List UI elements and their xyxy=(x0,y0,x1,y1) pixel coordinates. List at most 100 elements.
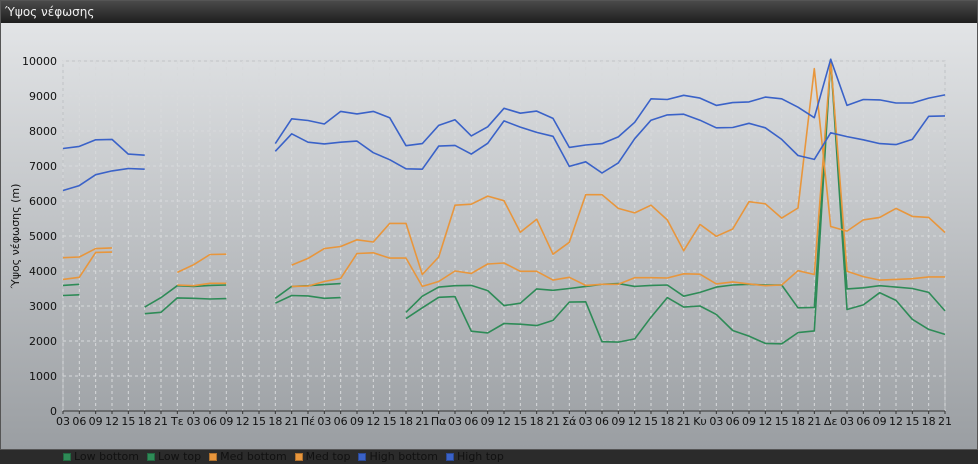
legend-label: Med top xyxy=(305,450,351,463)
x-tick-label: 15 xyxy=(513,415,527,428)
x-tick-label: 03 xyxy=(317,415,331,428)
x-tick-label: 09 xyxy=(611,415,625,428)
series-line-low-bottom xyxy=(62,58,946,345)
legend-item[interactable]: High top xyxy=(446,450,504,463)
x-tick-label: 15 xyxy=(775,415,789,428)
x-tick-label: 15 xyxy=(905,415,919,428)
series-line-med-bottom xyxy=(62,59,945,288)
x-tick-label: 18 xyxy=(791,415,805,428)
cloud-height-chart: 0 1000 2000 3000 4000 5000 6000 7000 8000 9000 100… xyxy=(9,55,952,428)
x-tick-label: 03 xyxy=(840,415,854,428)
legend-label: High top xyxy=(457,450,504,463)
x-tick-label: 21 xyxy=(415,415,429,428)
x-tick-label: 12 xyxy=(105,415,119,428)
legend-label: Low top xyxy=(157,450,202,463)
x-tick-label: 21 xyxy=(546,415,560,428)
legend-swatch xyxy=(146,452,155,461)
legend-item[interactable]: Low top xyxy=(146,450,202,463)
x-tick-label: 09 xyxy=(742,415,756,428)
y-axis-label: Ύψος νέφωσης (m) xyxy=(9,184,22,290)
x-tick-label: Τε xyxy=(170,415,184,428)
legend-item[interactable]: Low bottom xyxy=(63,450,139,463)
x-tick-label: 09 xyxy=(350,415,364,428)
x-tick-label: 18 xyxy=(268,415,282,428)
legend-swatch xyxy=(446,452,454,461)
x-tick-label: 03 xyxy=(709,415,723,428)
x-tick-label: 09 xyxy=(219,415,233,428)
legend-item[interactable]: Med top xyxy=(294,450,351,463)
legend-label: High bottom xyxy=(369,450,438,463)
y-tick-label: 0 xyxy=(50,405,57,418)
plot-area: 0 1000 2000 3000 4000 5000 6000 7000 8000 9000 100… xyxy=(1,23,977,463)
legend-item[interactable]: Med bottom xyxy=(209,450,287,463)
x-tick-label: 09 xyxy=(481,415,495,428)
x-tick-label: 06 xyxy=(334,415,348,428)
x-tick-label: Πέ xyxy=(301,415,315,428)
y-tick-label: 5000 xyxy=(29,230,57,243)
x-ticks: 03 06 09 12 15 18 21 Τε 03 06 09 12 15 18 21 Πέ 03 06 09 12… xyxy=(56,411,952,428)
x-tick-label: 03 xyxy=(187,415,201,428)
x-tick-label: Σά xyxy=(562,415,576,428)
y-tick-label: 10000 xyxy=(22,55,57,68)
y-tick-label: 2000 xyxy=(29,335,57,348)
series-line-high-bottom xyxy=(62,113,946,192)
grid xyxy=(62,60,946,412)
legend-swatch xyxy=(63,452,71,461)
x-tick-label: 09 xyxy=(873,415,887,428)
x-tick-label: Δε xyxy=(824,415,838,428)
x-tick-label: 18 xyxy=(138,415,152,428)
series-line-med-top xyxy=(62,67,946,276)
x-tick-label: 06 xyxy=(726,415,740,428)
x-tick-label: 06 xyxy=(203,415,217,428)
series-lines xyxy=(62,58,946,345)
x-tick-label: 21 xyxy=(677,415,691,428)
x-tick-label: 06 xyxy=(595,415,609,428)
x-tick-label: 18 xyxy=(530,415,544,428)
x-tick-label: 12 xyxy=(758,415,772,428)
y-ticks: 0 1000 2000 3000 4000 5000 6000 7000 8000 9000 100… xyxy=(22,55,57,418)
legend-label: Low bottom xyxy=(74,450,139,463)
x-tick-label: 12 xyxy=(889,415,903,428)
x-tick-label: 06 xyxy=(464,415,478,428)
legend-swatch xyxy=(294,452,303,461)
legend-item[interactable]: High bottom xyxy=(358,450,438,463)
x-tick-label: 03 xyxy=(56,415,70,428)
x-tick-label: 03 xyxy=(448,415,462,428)
x-tick-label: 15 xyxy=(121,415,135,428)
x-tick-label: 12 xyxy=(628,415,642,428)
y-tick-label: 4000 xyxy=(29,265,57,278)
series-line-low-top xyxy=(62,59,946,336)
x-tick-label: Κυ xyxy=(693,415,707,428)
legend-swatch xyxy=(358,452,367,461)
x-tick-label: 12 xyxy=(366,415,380,428)
x-tick-label: 18 xyxy=(399,415,413,428)
y-tick-label: 8000 xyxy=(29,125,57,138)
y-tick-label: 1000 xyxy=(29,370,57,383)
x-tick-label: 12 xyxy=(236,415,250,428)
legend-swatch xyxy=(209,452,218,461)
x-tick-label: 21 xyxy=(154,415,168,428)
y-tick-label: 9000 xyxy=(29,90,57,103)
x-tick-label: 15 xyxy=(644,415,658,428)
legend-label: Med bottom xyxy=(220,450,287,463)
x-tick-label: 21 xyxy=(807,415,821,428)
legend: Low bottom Low top Med bottom Med top High b… xyxy=(63,450,512,464)
x-tick-label: Πα xyxy=(431,415,447,428)
x-tick-label: 18 xyxy=(660,415,674,428)
x-tick-label: 21 xyxy=(938,415,952,428)
y-tick-label: 6000 xyxy=(29,195,57,208)
x-tick-label: 18 xyxy=(922,415,936,428)
x-tick-label: 03 xyxy=(579,415,593,428)
x-tick-label: 09 xyxy=(89,415,103,428)
x-tick-label: 12 xyxy=(497,415,511,428)
x-tick-label: 06 xyxy=(856,415,870,428)
y-tick-label: 3000 xyxy=(29,300,57,313)
x-tick-label: 21 xyxy=(285,415,299,428)
window-title: Ύψος νέφωσης xyxy=(1,1,977,23)
x-tick-label: 06 xyxy=(72,415,86,428)
x-tick-label: 15 xyxy=(383,415,397,428)
x-tick-label: 15 xyxy=(252,415,266,428)
y-tick-label: 7000 xyxy=(29,160,57,173)
series-line-high-top xyxy=(62,58,946,156)
